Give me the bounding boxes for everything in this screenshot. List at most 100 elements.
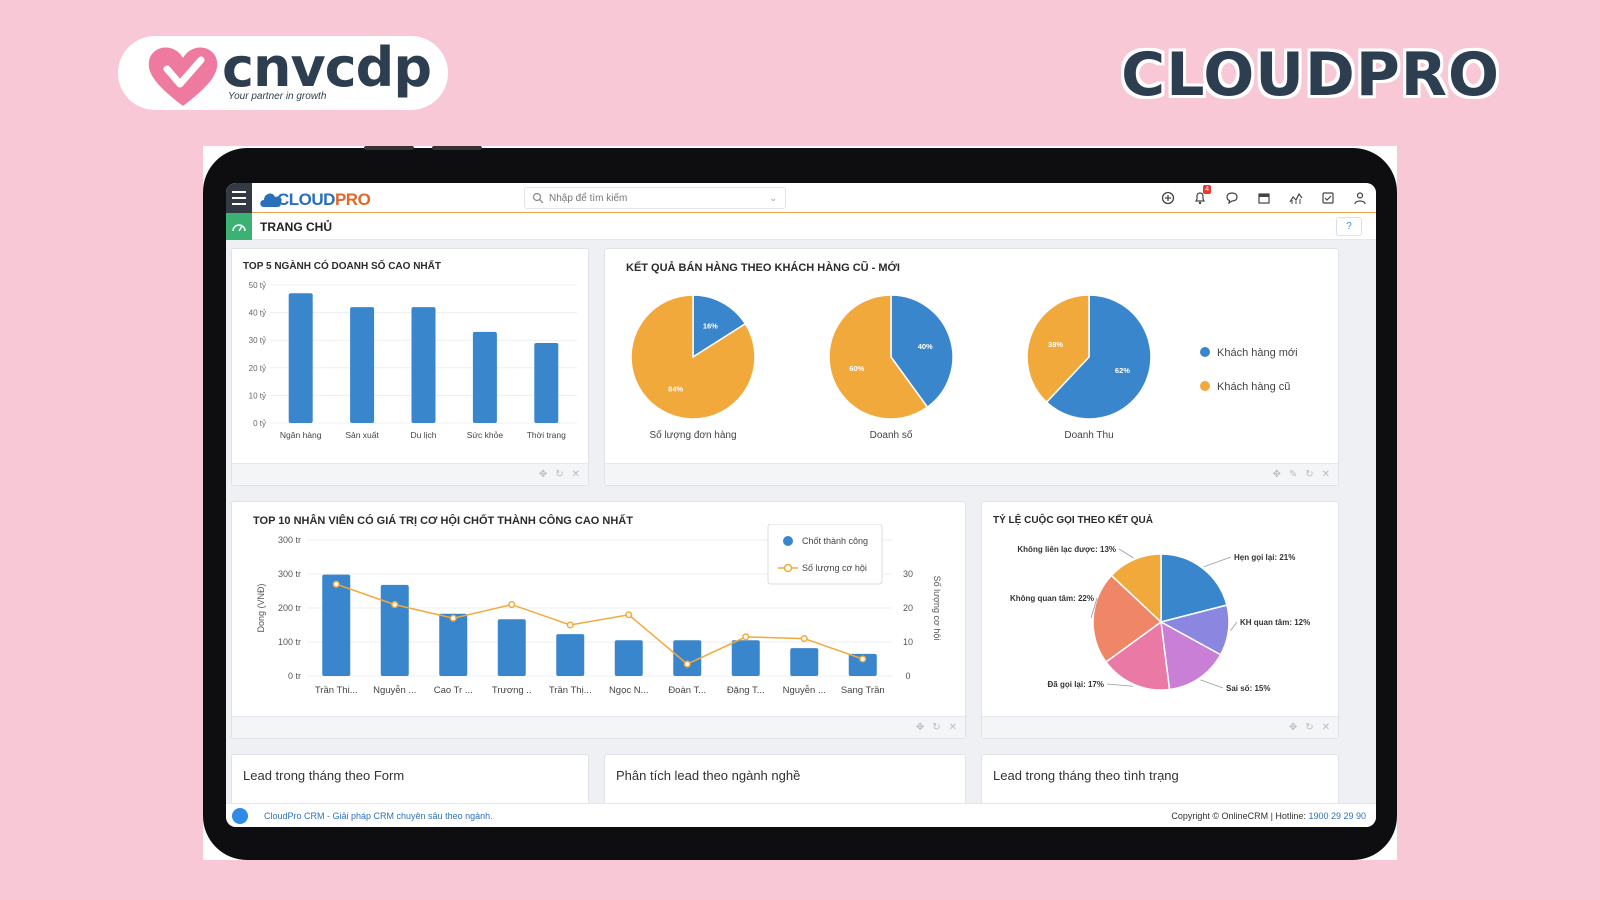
brand-tagline: Your partner in growth [228, 91, 327, 102]
card-top10-staff: TOP 10 NHÂN VIÊN CÓ GIÁ TRỊ CƠ HỘI CHỐT … [231, 501, 966, 739]
hotline-link[interactable]: 1900 29 29 90 [1308, 811, 1366, 821]
pie-caption: Doanh Thu [1064, 430, 1113, 441]
pie-slice-new [692, 294, 747, 359]
app-topbar: CLOUDPRO Nhập để tìm kiếm ⌄ 4 [226, 183, 1376, 213]
move-icon[interactable]: ✥ [1288, 722, 1298, 733]
series-line [336, 583, 863, 665]
line-point [683, 660, 691, 668]
y-tick-label: 300 tr [278, 569, 301, 579]
y2-tick-label: 30 [903, 569, 913, 579]
y-tick-label: 30 tỷ [249, 336, 266, 345]
refresh-icon[interactable]: ↻ [932, 722, 941, 733]
app-logo[interactable]: CLOUDPRO [259, 184, 379, 212]
line-point [391, 601, 399, 609]
slice-label: Sai số: 15% [1226, 684, 1270, 693]
app-screen: CLOUDPRO Nhập để tìm kiếm ⌄ 4 [226, 183, 1376, 827]
messenger-icon[interactable] [232, 808, 248, 824]
refresh-icon[interactable]: ↻ [1305, 469, 1314, 480]
x-tick-label: Trần Thị... [549, 685, 592, 696]
close-icon[interactable]: ✕ [1321, 722, 1330, 733]
card-title: Lead trong tháng theo Form [243, 768, 405, 783]
card-title: KẾT QUẢ BÁN HÀNG THEO KHÁCH HÀNG CŨ - MỚ… [626, 262, 900, 274]
slice-label: Đã gọi lại: 17% [1048, 680, 1104, 689]
move-icon[interactable]: ✥ [1272, 469, 1281, 480]
pie-value-label: 38% [1048, 340, 1063, 349]
pie-slice [1110, 553, 1162, 624]
y-tick-label: 300 tr [278, 535, 301, 545]
card-title: TOP 5 NGÀNH CÓ DOANH SỐ CAO NHẤT [243, 261, 441, 272]
slice-label: Không quan tâm: 22% [1010, 594, 1094, 603]
footer-message[interactable]: CloudPro CRM - Giải pháp CRM chuyên sâu … [264, 811, 493, 821]
x-tick-label: Ngân hàng [280, 430, 322, 440]
bar [322, 574, 351, 676]
bar [288, 293, 313, 423]
y-axis-label: Dong (VNĐ) [256, 583, 266, 632]
card-title: Phân tích lead theo ngành nghề [616, 768, 801, 783]
card-footer: ✥ ✎ ↻ ✕ [605, 463, 1338, 485]
report-chart-icon[interactable] [1286, 188, 1306, 208]
pie-slice-old [630, 294, 756, 420]
close-icon[interactable]: ✕ [1321, 469, 1330, 480]
bell-icon[interactable]: 4 [1190, 185, 1211, 208]
menu-icon[interactable] [226, 183, 252, 213]
line-point [742, 633, 750, 641]
x-tick-label: Sản xuất [345, 430, 379, 440]
bar [439, 613, 468, 676]
y-tick-label: 50 tỷ [249, 281, 266, 290]
bar [731, 640, 760, 676]
bar [472, 331, 497, 423]
pie-caption: Số lượng đơn hàng [649, 429, 736, 441]
refresh-icon[interactable]: ↻ [1305, 722, 1314, 733]
x-tick-label: Ngọc N... [609, 685, 649, 696]
cloud-icon [260, 193, 282, 207]
user-icon[interactable] [1350, 188, 1370, 208]
chat-icon[interactable] [1222, 188, 1242, 208]
line-point [508, 601, 516, 609]
x-tick-label: Sang Trần [841, 685, 885, 696]
partner-logo: CLOUDPRO [1121, 40, 1500, 110]
page-header: TRANG CHỦ ? [226, 213, 1376, 240]
top5-bar-chart: 0 tỷ 10 tỷ 20 tỷ 30 tỷ 40 tỷ 50 tỷ Ngân hàng Sả… [249, 281, 577, 440]
help-icon[interactable]: ? [1336, 217, 1362, 236]
move-icon[interactable]: ✥ [538, 469, 548, 480]
legend-label: Khách hàng cũ [1217, 381, 1290, 393]
card-footer: ✥ ↻ ✕ [232, 463, 588, 485]
legend-box [767, 524, 883, 585]
card-sales-by-customer: KẾT QUẢ BÁN HÀNG THEO KHÁCH HÀNG CŨ - MỚ… [604, 248, 1339, 486]
close-icon[interactable]: ✕ [571, 469, 580, 480]
calls-pie-chart: Hẹn gọi lại: 21% KH quan tâm: 12% Sai số: … [1010, 545, 1310, 693]
page-title: TRANG CHỦ [260, 220, 332, 234]
bar [614, 640, 643, 676]
card-title: TỶ LỆ CUỘC GỌI THEO KẾT QUẢ [993, 515, 1154, 526]
bar [534, 342, 559, 423]
edit-icon[interactable]: ✎ [1288, 469, 1298, 480]
close-icon[interactable]: ✕ [948, 722, 957, 733]
top10-combo-chart: 0 tr 100 tr 200 tr 300 tr 300 tr 0 10 20 30 Dong … [256, 524, 942, 696]
x-tick-label: Cao Tr ... [434, 685, 473, 696]
footer-copyright: Copyright © OnlineCRM | Hotline: 1900 29… [1171, 811, 1366, 821]
task-check-icon[interactable] [1318, 188, 1338, 208]
card-footer: ✥ ↻ ✕ [232, 716, 965, 738]
dashboard-gauge-icon[interactable] [226, 213, 252, 240]
line-point [566, 621, 574, 629]
legend-label: Khách hàng mới [1217, 347, 1298, 359]
calendar-icon[interactable] [1254, 188, 1274, 208]
legend-marker [1200, 347, 1210, 357]
line-point [449, 614, 457, 622]
refresh-icon[interactable]: ↻ [555, 469, 564, 480]
move-icon[interactable]: ✥ [915, 722, 925, 733]
pie-slice [1160, 553, 1228, 623]
x-tick-label: Đặng T... [727, 685, 765, 696]
pie-slice [1160, 620, 1222, 691]
search-icon [532, 192, 544, 204]
x-tick-label: Du lịch [411, 430, 437, 440]
search-input[interactable]: Nhập để tìm kiếm ⌄ [524, 187, 786, 209]
chevron-down-icon[interactable]: ⌄ [769, 193, 777, 203]
leader-line [1106, 683, 1134, 687]
y-tick-label: 100 tr [278, 637, 301, 647]
add-icon[interactable] [1158, 188, 1178, 208]
x-tick-label: Nguyễn ... [783, 685, 826, 696]
sales-pie-charts: 16% 84% Số lượng đơn hàng 40% 60% Doanh số 62%… [630, 294, 1298, 441]
pie-value-label: 84% [668, 385, 683, 394]
line-point [859, 655, 867, 663]
